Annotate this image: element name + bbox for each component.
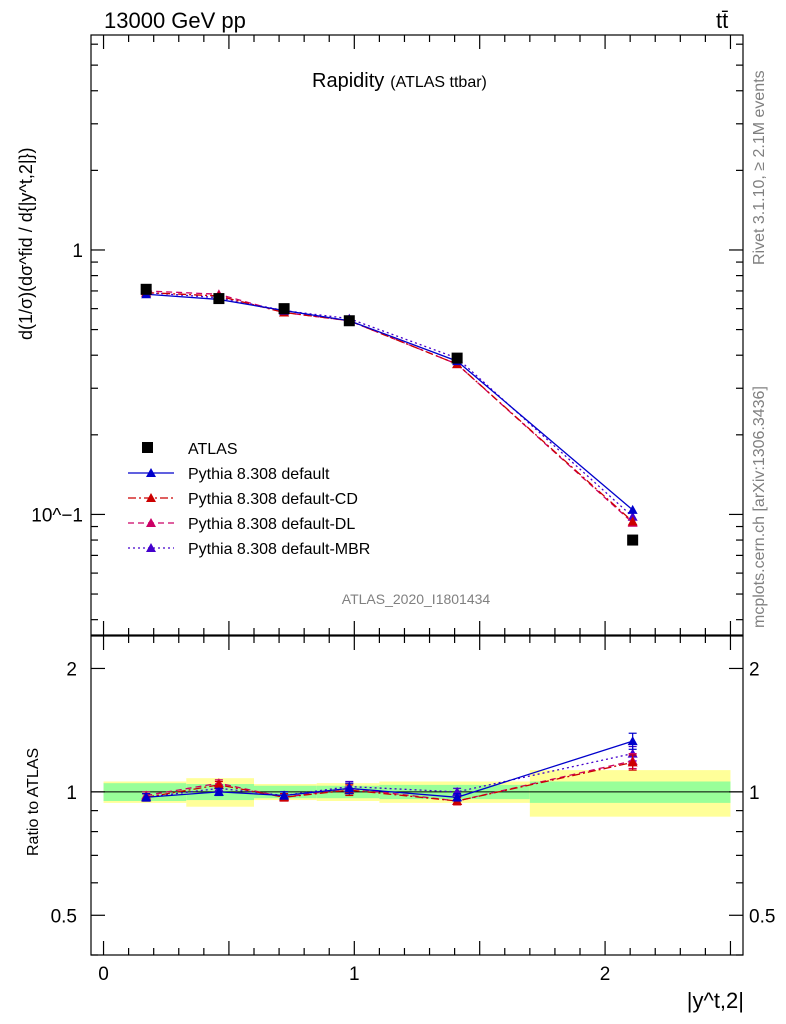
x-tick-label: 2 [600,964,611,985]
legend-marker [146,518,156,527]
ratio-series-line [146,752,633,798]
series-line [146,291,634,518]
data-marker [451,352,463,364]
data-marker [140,283,152,295]
data-marker [343,315,355,327]
legend-label: Pythia 8.308 default-CD [188,491,358,508]
ratio-y-tick-label-right: 2 [749,659,760,680]
ratio-series-line [146,761,633,802]
plot-title-sub: (ATLAS ttbar) [390,74,487,91]
legend-label: Pythia 8.308 default [188,466,330,483]
legend-marker [146,493,156,502]
data-marker [213,293,225,305]
x-axis-label: |y^t,2| [687,988,744,1013]
ratio-series-line [146,740,633,798]
main-frame [90,34,744,636]
analysis-id: ATLAS_2020_I1801434 [342,591,491,607]
mcplots-label: mcplots.cern.ch [arXiv:1306.3436] [751,386,768,628]
ratio-series-marker [627,736,638,746]
x-tick-label: 0 [98,964,109,985]
ratio-series-marker [213,779,224,789]
ratio-series-marker [279,790,290,800]
ratio-y-tick-label: 0.5 [51,906,77,927]
series-line [146,293,634,511]
legend-marker-data [142,442,153,453]
legend-label-data: ATLAS [188,441,238,458]
ratio-y-tick-label: 1 [66,783,77,804]
ratio-y-tick-label-right: 0.5 [749,906,775,927]
main-plot: 1 10^−1 [31,34,744,636]
plot-title-main: Rapidity [312,70,384,92]
data-marker [278,303,290,315]
x-tick-label: 1 [349,964,360,985]
legend-label: Pythia 8.308 default-MBR [188,541,370,558]
ratio-series-marker [141,792,152,802]
ratio-series-marker [344,783,355,793]
ratio-y-tick-label: 2 [66,659,77,680]
rivet-label: Rivet 3.1.10, ≥ 2.1M events [751,70,768,265]
series-line [146,291,634,523]
plot-title: Rapidity (ATLAS ttbar) [312,70,487,92]
legend-marker [146,543,156,552]
ratio-frame [90,635,744,956]
legend: ATLAS Pythia 8.308 default Pythia 8.308 de… [128,441,370,558]
main-y-axis-label: d(1/σ)(dσ^fid / d{|y^t,2|}) [16,147,36,340]
ratio-y-tick-label-right: 1 [749,783,760,804]
series-marker [627,511,638,521]
ratio-series-marker [213,786,224,796]
series-marker [627,504,638,514]
legend-label: Pythia 8.308 default-DL [188,516,355,533]
main-y-tick-label: 10^−1 [31,505,83,526]
energy-label: 13000 GeV pp [104,8,246,33]
data-marker [627,534,639,546]
ratio-series-marker [452,792,463,802]
process-label: tt̄ [716,8,728,33]
ratio-series-line [146,760,633,802]
ratio-series-marker [627,757,638,767]
ratio-y-axis-label: Ratio to ATLAS [25,748,42,856]
legend-marker [146,468,156,477]
ratio-plot: 0.5 0.5 1 1 2 2 0 1 2 [51,635,775,985]
main-y-tick-label: 1 [72,241,83,262]
series-marker [627,516,638,526]
